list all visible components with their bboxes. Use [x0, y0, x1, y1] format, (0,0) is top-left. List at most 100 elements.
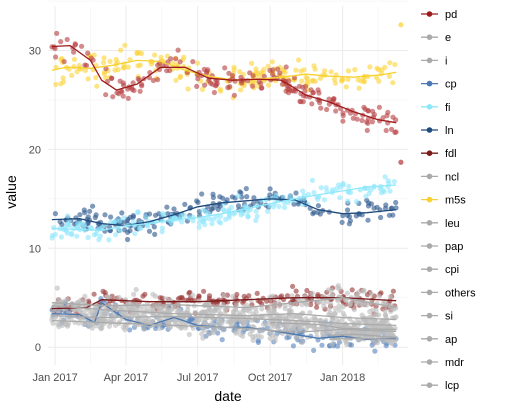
legend-key-point: [426, 11, 433, 17]
data-point-fi: [377, 185, 383, 192]
data-point-fi: [190, 218, 196, 224]
data-point-fi: [281, 204, 288, 211]
data-point-m5s: [94, 83, 100, 89]
data-point-ap: [243, 319, 249, 325]
data-point-m5s: [367, 64, 373, 70]
data-point-ap: [241, 307, 247, 313]
data-point-m5s: [113, 56, 119, 63]
data-point-fi: [336, 182, 342, 188]
data-point-pd: [261, 73, 267, 79]
data-point-m5s: [122, 42, 128, 48]
data-point-si: [89, 325, 95, 331]
legend-key-point: [426, 289, 433, 296]
data-point-others: [309, 290, 315, 296]
data-point-ap: [176, 307, 182, 313]
data-point-m5s: [85, 76, 91, 82]
data-point-fdl: [86, 300, 92, 306]
legend-label: fi: [445, 102, 451, 114]
data-point-pd: [298, 99, 304, 105]
legend-item-ap: ap: [421, 334, 457, 346]
data-point-si: [141, 326, 147, 332]
y-tick-label: 10: [29, 243, 41, 255]
data-point-si: [89, 321, 96, 328]
data-point-pd: [302, 88, 308, 94]
data-point-leu: [290, 314, 296, 320]
data-point-pd: [370, 108, 376, 114]
data-point-fi: [273, 192, 279, 199]
data-point-m5s: [311, 63, 317, 69]
data-point-m5s: [303, 74, 309, 80]
data-point-others: [150, 291, 156, 297]
data-point-others: [343, 298, 349, 304]
data-point-i: [385, 330, 391, 336]
data-point-ap: [351, 307, 357, 313]
data-point-others: [337, 286, 343, 292]
data-point-m5s: [93, 75, 99, 81]
data-point-pd: [239, 80, 245, 86]
data-point-pd: [316, 90, 322, 96]
legend-label: lcp: [445, 380, 459, 392]
legend-item-si: si: [421, 311, 453, 323]
data-point-pd: [250, 83, 256, 89]
data-point-others: [289, 293, 295, 299]
data-point-pd: [275, 66, 281, 72]
data-point-pd: [120, 80, 126, 86]
data-point-fi: [300, 188, 306, 194]
data-point-m5s: [265, 63, 271, 69]
data-point-m5s: [293, 67, 299, 73]
data-point-ap: [334, 317, 340, 323]
data-point-m5s: [299, 78, 305, 84]
data-point-ap: [248, 305, 254, 311]
data-point-leu: [312, 316, 318, 322]
data-point-m5s: [76, 62, 82, 69]
data-point-others: [361, 287, 367, 293]
data-point-pd: [250, 73, 256, 79]
data-point-ln: [125, 236, 131, 243]
data-point-pd: [318, 105, 324, 111]
data-point-m5s: [296, 57, 302, 63]
data-point-outlier: [398, 22, 404, 28]
data-point-ln: [315, 203, 321, 209]
y-tick-label: 0: [35, 342, 41, 354]
data-point-outlier: [398, 159, 404, 165]
data-point-m5s: [249, 60, 255, 66]
data-point-fi: [52, 231, 59, 238]
data-point-m5s: [199, 86, 206, 92]
data-point-i: [329, 341, 335, 347]
data-point-pd: [308, 87, 314, 93]
legend-label: m5s: [445, 195, 466, 207]
data-point-m5s: [185, 86, 191, 92]
legend-item-m5s: m5s: [421, 195, 466, 207]
data-point-fdl: [254, 290, 260, 296]
data-point-ln: [92, 214, 98, 221]
data-point-pd: [222, 65, 228, 71]
data-point-ap: [382, 312, 388, 318]
data-point-others: [82, 299, 88, 305]
data-point-m5s: [101, 71, 107, 77]
data-point-pd: [364, 127, 370, 133]
legend-label: i: [445, 55, 447, 67]
data-point-leu: [275, 323, 281, 329]
data-point-ln: [347, 218, 353, 224]
data-point-pd: [340, 110, 346, 116]
data-point-fi: [240, 210, 246, 217]
data-point-fi: [276, 203, 282, 210]
data-point-others: [382, 308, 388, 314]
trend-line-i: [329, 337, 397, 340]
data-point-pd: [109, 75, 115, 81]
data-point-pd: [119, 89, 125, 95]
legend-label: ncl: [445, 171, 459, 183]
legend-item-fi: fi: [421, 102, 451, 114]
legend-key-point: [426, 359, 433, 365]
data-point-others: [356, 289, 362, 295]
x-tick-label: Jan 2018: [320, 372, 365, 384]
data-point-fi: [97, 233, 103, 239]
data-point-ln: [390, 212, 396, 218]
data-point-si: [210, 328, 216, 334]
data-point-fi: [345, 198, 351, 204]
data-point-fi: [353, 199, 360, 205]
data-point-si: [200, 335, 206, 341]
data-point-m5s: [173, 77, 179, 83]
data-point-pd: [245, 78, 251, 84]
data-point-ln: [85, 220, 91, 226]
